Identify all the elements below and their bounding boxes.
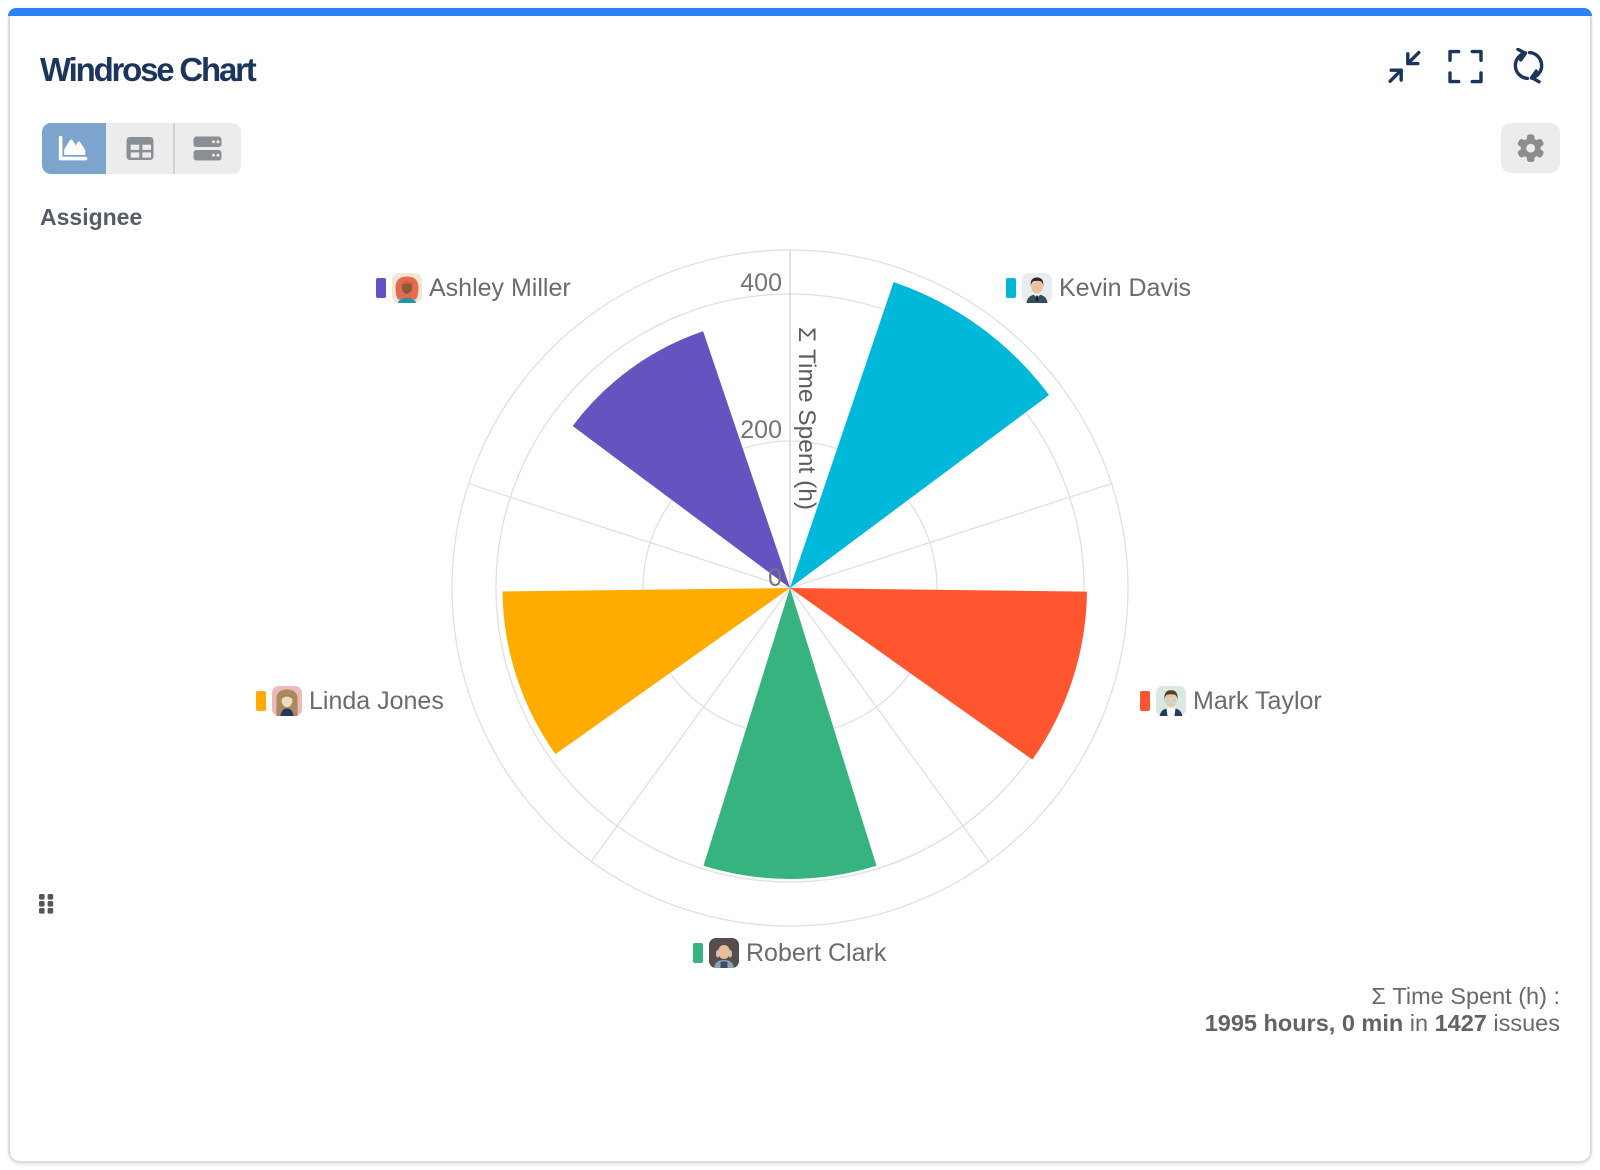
svg-text:400: 400 [740, 269, 782, 297]
svg-text:200: 200 [740, 416, 782, 444]
svg-text:0: 0 [768, 564, 782, 592]
svg-text:Σ Time Spent (h): Σ Time Spent (h) [793, 327, 820, 510]
